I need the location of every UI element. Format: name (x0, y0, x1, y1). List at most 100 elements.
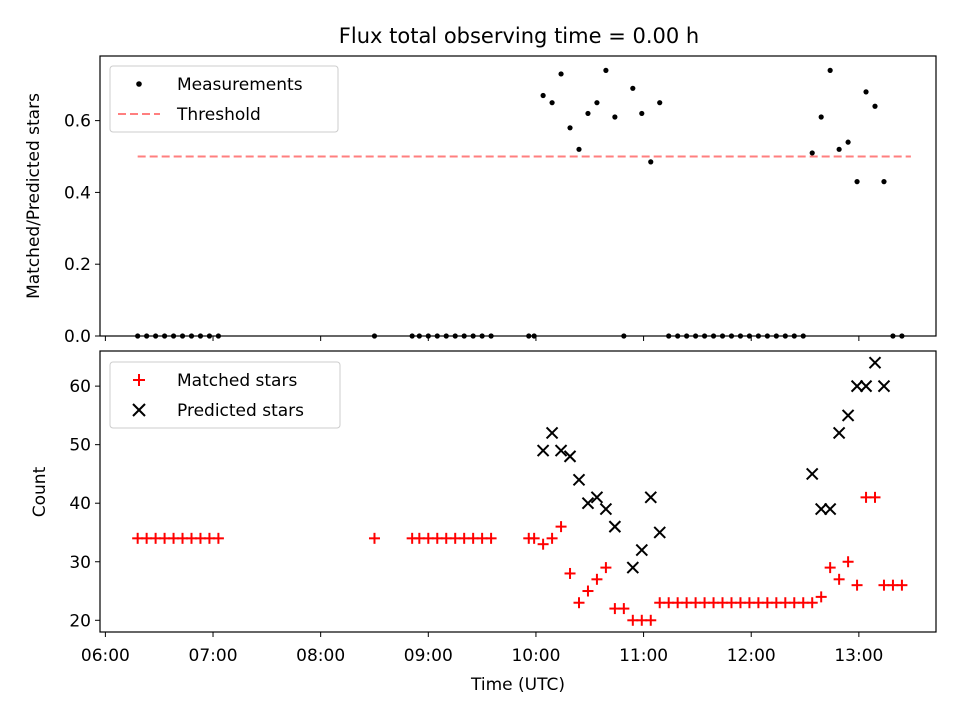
measurement-point (603, 67, 609, 73)
measurement-point (836, 146, 842, 152)
predicted-star-point (590, 491, 604, 504)
predicted-star-point (554, 444, 568, 457)
measurement-point (612, 114, 618, 120)
predicted-star-point (653, 526, 666, 539)
count-legend-box (109, 361, 341, 429)
measurement-point (648, 159, 654, 165)
count-marks (132, 356, 908, 626)
x-stroke (626, 561, 640, 574)
x-tick-label: 07:00 (189, 646, 238, 666)
matched-star-point (896, 579, 908, 591)
measurement-point (585, 110, 591, 117)
measurement-point (827, 67, 833, 73)
x-stroke (581, 497, 595, 510)
predicted-star-point (850, 379, 864, 393)
predicted-star-point (635, 543, 648, 557)
x-stroke (832, 426, 846, 440)
predicted-star-point (814, 502, 828, 516)
predicted-star-point (841, 409, 855, 422)
ratio-y-ticks: 0.0 0.2 0.4 0.6 (64, 112, 100, 347)
predicted-star-point (599, 502, 613, 516)
predicted-star-point (572, 473, 586, 486)
ratio-legend-box (109, 65, 339, 133)
predicted-star-point (868, 356, 882, 369)
matched-star-point (564, 567, 576, 579)
x-stroke (572, 473, 586, 486)
count-panel: 20 30 40 50 60 06:00 07:00 08:00 09:00 10:00 11:0… (30, 350, 937, 695)
matched-star-point (546, 532, 558, 544)
predicted-star-point (608, 520, 622, 533)
measurement-point (639, 110, 645, 117)
matched-star-point (851, 579, 863, 591)
legend-matched-label: Matched stars (177, 371, 297, 391)
matched-star-point (869, 491, 881, 503)
count-y-tick-label: 60 (69, 377, 91, 397)
matched-star-point (537, 538, 549, 550)
measurement-point (657, 100, 663, 106)
matched-star-point (212, 532, 224, 544)
count-y-axis-label: Count (30, 466, 50, 517)
count-y-ticks: 20 30 40 50 60 (69, 377, 100, 631)
ratio-y-tick-label: 0.0 (64, 327, 91, 347)
chart-title: Flux total observing time = 0.00 h (339, 24, 699, 48)
x-stroke (644, 491, 657, 504)
x-tick-label: 13:00 (834, 646, 883, 666)
ratio-legend: Measurements Threshold (109, 65, 339, 133)
predicted-star-point (877, 379, 891, 393)
legend-predicted-marker (132, 403, 146, 417)
x-axis-label: Time (UTC) (470, 675, 565, 695)
x-stroke (635, 543, 648, 557)
x-tick-label: 08:00 (296, 646, 345, 666)
count-y-tick-label: 30 (69, 553, 91, 573)
x-stroke (850, 379, 864, 393)
x-tick-label: 12:00 (727, 646, 776, 666)
predicted-star-point (626, 561, 640, 574)
predicted-star-point (536, 444, 550, 457)
x-stroke (608, 520, 622, 533)
measurement-point (872, 103, 878, 109)
measurement-point (549, 100, 555, 106)
x-stroke (554, 444, 568, 457)
measurement-point (594, 100, 600, 106)
measurement-point (881, 179, 887, 185)
predicted-star-point (823, 502, 837, 516)
measurement-point (558, 71, 564, 77)
ratio-y-tick-label: 0.4 (64, 183, 91, 203)
x-tick-label: 10:00 (511, 646, 560, 666)
count-axes-frame (99, 350, 937, 633)
ratio-panel: 0.0 0.2 0.4 0.6 Matched/Predicted stars Mea… (24, 55, 937, 347)
matched-star-point (833, 573, 845, 585)
count-x-ticks: 06:00 07:00 08:00 09:00 10:00 11:00 12:00 13:00 (81, 632, 883, 666)
matched-star-point (555, 521, 567, 533)
x-tick-label: 06:00 (81, 646, 130, 666)
predicted-star-point (859, 379, 873, 393)
count-y-tick-label: 20 (69, 611, 91, 631)
x-stroke (868, 356, 882, 369)
matched-star-point (645, 614, 657, 626)
ratio-axes-frame (99, 55, 937, 337)
measurement-point (540, 92, 546, 99)
legend-threshold-label: Threshold (176, 105, 261, 125)
predicted-star-point (644, 491, 657, 504)
x-stroke (599, 502, 613, 516)
matched-star-point (368, 532, 380, 544)
matched-star-point (815, 591, 827, 603)
legend-matched-marker (133, 374, 145, 386)
ratio-x-ticks (104, 336, 860, 341)
x-stroke (823, 502, 837, 516)
measurement-point (630, 85, 636, 91)
predicted-star-point (832, 426, 846, 440)
ratio-y-tick-label: 0.2 (64, 255, 91, 275)
measurement-point (567, 125, 573, 131)
matched-star-point (528, 532, 540, 544)
predicted-star-point (581, 497, 595, 510)
legend-measurements-marker (136, 81, 142, 87)
ratio-marks (135, 67, 911, 339)
predicted-star-point (806, 467, 819, 481)
x-stroke (563, 450, 577, 463)
x-stroke (590, 491, 604, 504)
matched-star-point (573, 597, 585, 609)
predicted-star-point (563, 450, 577, 463)
x-stroke (545, 426, 559, 440)
